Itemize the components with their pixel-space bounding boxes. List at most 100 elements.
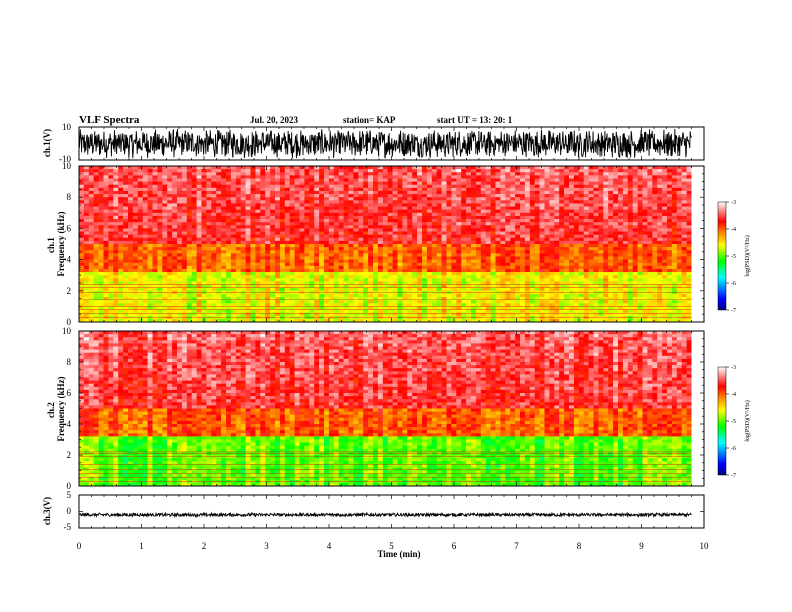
spectrogram-cell	[304, 247, 310, 251]
spectrogram-cell	[495, 187, 501, 192]
spectrogram-cell	[441, 253, 447, 257]
spectrogram-cell	[333, 250, 339, 254]
spectrogram-cell	[475, 200, 482, 204]
spectrogram-cell	[93, 275, 99, 279]
spectrogram-cell	[520, 281, 526, 285]
spectrogram-cell	[314, 231, 320, 235]
spectrogram-cell	[83, 247, 90, 251]
spectrogram-cell	[490, 237, 496, 242]
spectrogram-cell	[613, 206, 619, 210]
spectrogram-cell	[559, 190, 565, 195]
spectrogram-cell	[392, 240, 398, 245]
spectrogram-cell	[157, 190, 163, 195]
spectrogram-cell	[211, 265, 217, 270]
spectrogram-cell	[348, 172, 354, 176]
spectrogram-cell	[230, 275, 237, 279]
spectrogram-cell	[544, 206, 550, 210]
spectrogram-cell	[162, 169, 168, 173]
spectrogram-cell	[588, 219, 594, 223]
spectrogram-cell	[157, 219, 163, 223]
spectrogram-cell	[328, 194, 335, 198]
spectrogram-cell	[549, 287, 555, 292]
spectrogram-cell	[407, 256, 413, 260]
spectrogram-cell	[177, 256, 183, 260]
spectrogram-cell	[348, 278, 354, 282]
spectrogram-cell	[657, 203, 663, 207]
spectrogram-cell	[520, 222, 526, 226]
spectrogram-cell	[573, 172, 580, 176]
spectrogram-cell	[324, 194, 330, 198]
spectrogram-cell	[461, 225, 467, 229]
spectrogram-cell	[686, 268, 692, 273]
spectrogram-cell	[583, 284, 589, 288]
spectrogram-cell	[79, 172, 85, 176]
spectrogram-cell	[505, 265, 511, 270]
spectrogram-cell	[79, 256, 85, 260]
spectrogram-cell	[613, 172, 619, 176]
spectrogram-cell	[348, 284, 354, 288]
spectrogram-cell	[343, 281, 349, 285]
spectrogram-cell	[167, 240, 173, 245]
spectrogram-cell	[500, 287, 506, 292]
spectrogram-cell	[226, 281, 232, 285]
spectrogram-cell	[289, 203, 295, 207]
spectrogram-cell	[686, 281, 692, 285]
spectrogram-cell	[211, 215, 217, 220]
spectrogram-cell	[328, 222, 335, 226]
spectrogram-cell	[417, 259, 423, 264]
spectrogram-cell	[250, 184, 256, 189]
spectrogram-cell	[299, 166, 305, 170]
spectrogram-cell	[662, 194, 668, 198]
spectrogram-cell	[515, 228, 521, 232]
spectrogram-cell	[343, 234, 349, 239]
spectrogram-cell	[588, 272, 594, 276]
spectrogram-cell	[181, 203, 188, 207]
spectrogram-cell	[529, 278, 535, 282]
spectrogram-cell	[681, 234, 687, 239]
spectrogram-cell	[211, 237, 217, 242]
spectrogram-cell	[618, 240, 624, 245]
spectrogram-cell	[461, 278, 467, 282]
spectrogram-cell	[446, 175, 452, 179]
spectrogram-cell	[436, 209, 442, 214]
spectrogram-cell	[147, 275, 153, 279]
spectrogram-cell	[324, 281, 330, 285]
spectrogram-cell	[289, 190, 295, 195]
spectrogram-cell	[495, 262, 501, 267]
spectrogram-cell	[363, 272, 369, 276]
spectrogram-cell	[588, 200, 594, 204]
spectrogram-cell	[137, 272, 143, 276]
spectrogram-cell	[485, 240, 491, 245]
spectrogram-cell	[279, 275, 286, 279]
spectrogram-cell	[137, 212, 143, 217]
spectrogram-cell	[662, 253, 668, 257]
spectrogram-cell	[652, 219, 658, 223]
spectrogram-cell	[309, 219, 315, 223]
spectrogram-cell	[142, 169, 148, 173]
spectrogram-cell	[637, 284, 643, 288]
spectrogram-cell	[515, 250, 521, 254]
spectrogram-cell	[250, 287, 256, 292]
spectrogram-cell	[422, 268, 428, 273]
spectrogram-cell	[603, 212, 609, 217]
spectrogram-cell	[569, 181, 575, 186]
spectrogram-cell	[368, 194, 374, 198]
spectrogram-cell	[637, 178, 643, 182]
spectrogram-cell	[157, 206, 163, 210]
spectrogram-cell	[524, 265, 531, 270]
spectrogram-cell	[407, 197, 413, 201]
spectrogram-cell	[559, 234, 565, 239]
spectrogram-cell	[167, 256, 173, 260]
spectrogram-cell	[392, 234, 398, 239]
spectrogram-cell	[485, 234, 491, 239]
spectrogram-cell	[299, 219, 305, 223]
spectrogram-cell	[505, 175, 511, 179]
spectrogram-cell	[123, 215, 129, 220]
spectrogram-cell	[671, 172, 678, 176]
spectrogram-cell	[480, 247, 486, 251]
spectrogram-cell	[314, 197, 320, 201]
spectrogram-cell	[564, 247, 570, 251]
spectrogram-cell	[240, 275, 246, 279]
spectrogram-cell	[338, 190, 344, 195]
spectrogram-cell	[250, 166, 256, 170]
